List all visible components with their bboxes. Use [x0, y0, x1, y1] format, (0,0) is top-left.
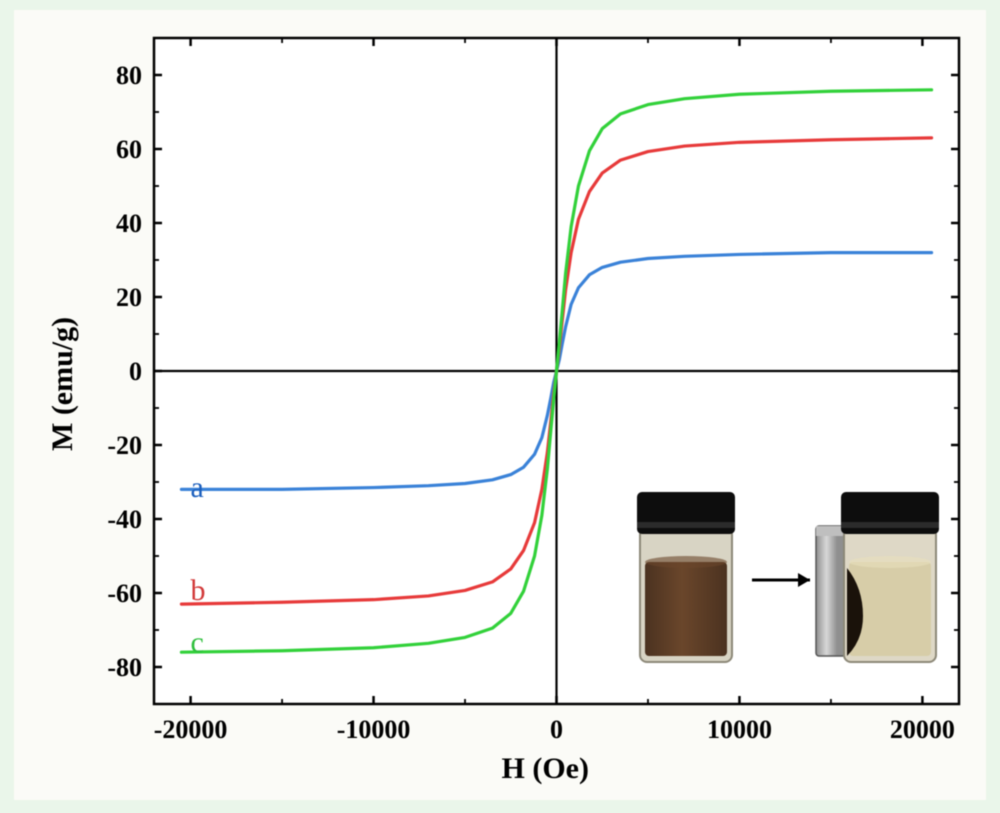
svg-text:10000: 10000 — [707, 715, 772, 744]
svg-text:-20000: -20000 — [154, 715, 228, 744]
y-axis-title: M (emu/g) — [46, 317, 80, 451]
svg-text:-80: -80 — [107, 653, 142, 682]
inset-photo — [610, 484, 950, 674]
svg-text:-20: -20 — [107, 431, 142, 460]
svg-text:60: 60 — [116, 135, 142, 164]
hysteresis-chart: -20000 -10000 0 10000 20000 -80 -60 -40 -20 0 20 40… — [14, 10, 986, 800]
svg-text:-10000: -10000 — [337, 715, 411, 744]
figure-root: -20000 -10000 0 10000 20000 -80 -60 -40 -20 0 20 40… — [0, 0, 1000, 813]
svg-text:0: 0 — [550, 715, 563, 744]
svg-text:20000: 20000 — [890, 715, 955, 744]
svg-text:20: 20 — [116, 283, 142, 312]
series-label-b: b — [191, 574, 206, 608]
svg-text:80: 80 — [116, 61, 142, 90]
svg-text:0: 0 — [129, 357, 142, 386]
plot-panel: -20000 -10000 0 10000 20000 -80 -60 -40 -20 0 20 40… — [14, 10, 986, 800]
svg-text:-40: -40 — [107, 505, 142, 534]
svg-text:40: 40 — [116, 209, 142, 238]
x-axis-title: H (Oe) — [502, 752, 589, 786]
series-label-c: c — [191, 626, 204, 660]
series-label-a: a — [191, 471, 204, 505]
svg-text:-60: -60 — [107, 579, 142, 608]
